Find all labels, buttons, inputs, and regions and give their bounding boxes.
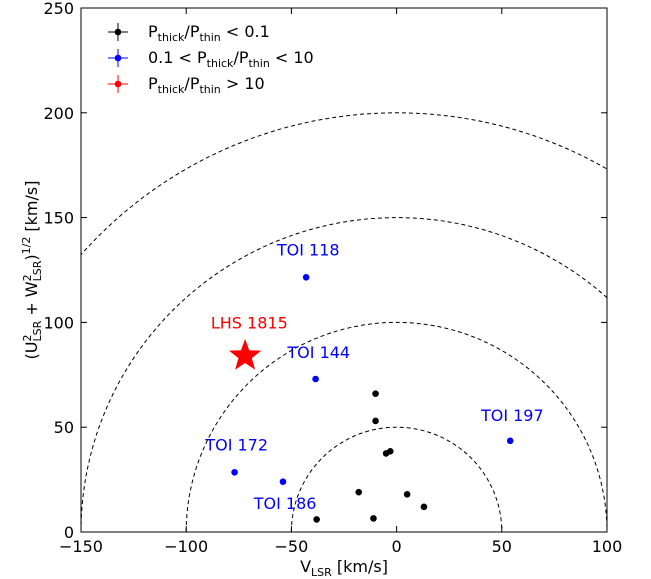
x-tick-label: 100 (592, 537, 623, 556)
guide-circle-200 (81, 112, 607, 256)
data-point (403, 490, 411, 498)
data-point (279, 478, 287, 485)
data-point (231, 468, 238, 476)
legend: Pthick/Pthin < 0.1 0.1 < Pthick/Pthin < 1… (108, 22, 314, 96)
annotation-label: LHS 1815 (211, 314, 288, 333)
series-1 (231, 274, 514, 485)
annotation-label: TOI 197 (480, 406, 544, 425)
data-point (312, 375, 319, 383)
y-tick-label: 50 (54, 418, 74, 437)
y-tick-label: 0 (64, 523, 74, 542)
x-axis-title: VLSR [km/s] (300, 557, 388, 579)
annotation-label: TOI 172 (204, 435, 268, 454)
annotation-label: TOI 186 (253, 494, 317, 513)
guide-circle-50 (290, 426, 503, 532)
x-tick-label: −100 (164, 537, 208, 556)
data-point (313, 516, 320, 523)
x-tick-label: −50 (275, 537, 309, 556)
data-point (355, 488, 363, 496)
legend-marker (114, 80, 122, 88)
annotation-label: TOI 118 (276, 240, 340, 259)
legend-label: Pthick/Pthin < 0.1 (148, 22, 270, 44)
y-tick-label: 100 (43, 313, 74, 332)
y-tick-label: 200 (43, 104, 74, 123)
series-2 (228, 338, 262, 370)
plot-frame (80, 7, 608, 533)
x-tick-label: 0 (392, 537, 402, 556)
legend-marker (114, 28, 122, 36)
star-point (228, 338, 262, 370)
data-point (372, 390, 379, 397)
data-point (386, 448, 394, 455)
y-tick-label: 150 (43, 209, 74, 228)
data-point (302, 274, 310, 281)
annotation-label: TOI 144 (286, 343, 350, 362)
series-0 (313, 390, 428, 523)
y-axis-title: (U2LSR + W2LSR)1/2 [km/s] (20, 181, 44, 360)
guide-circle-100 (185, 321, 607, 532)
x-tick-label: −150 (59, 537, 103, 556)
data-point (372, 417, 379, 425)
legend-label: Pthick/Pthin > 10 (148, 74, 265, 96)
legend-label: 0.1 < Pthick/Pthin < 10 (148, 48, 314, 70)
legend-marker (114, 54, 122, 62)
data-point (506, 437, 514, 445)
guide-circles (81, 112, 607, 532)
guide-circle-150 (81, 217, 607, 532)
data-point (420, 503, 428, 511)
x-tick-label: 50 (492, 537, 512, 556)
data-point (370, 515, 377, 522)
y-tick-label: 250 (43, 0, 74, 18)
